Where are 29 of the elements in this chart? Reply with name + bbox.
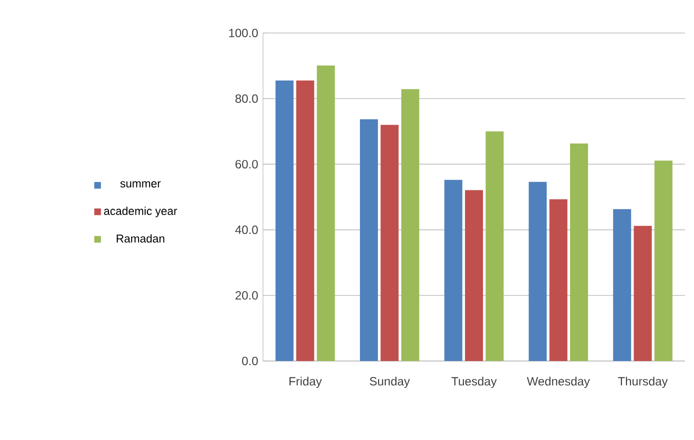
bar: [444, 180, 462, 361]
bar: [634, 226, 652, 361]
bar: [296, 80, 314, 361]
y-tick-label: 100.0: [229, 28, 258, 38]
y-tick-label: 40.0: [235, 226, 258, 234]
bar: [654, 160, 672, 361]
y-tick-label: 0.0: [242, 356, 258, 366]
legend-label: Ramadan: [116, 234, 164, 243]
y-tick-label: 60.0: [236, 160, 258, 168]
legend-label: summer: [120, 181, 161, 188]
bar: [486, 131, 504, 361]
bar: [316, 65, 335, 361]
x-tick-label: Wednesday: [526, 376, 590, 388]
bar: [549, 199, 568, 361]
bar: [528, 182, 547, 361]
x-tick-label: Tuesday: [451, 376, 497, 388]
bar: [570, 144, 588, 361]
x-tick-label: Friday: [290, 376, 322, 388]
x-tick-label: Thursday: [618, 376, 668, 388]
legend-label: academic year: [104, 206, 178, 218]
bar: [276, 80, 294, 361]
bar: [613, 209, 632, 361]
bar: [401, 89, 420, 361]
bar: [360, 119, 378, 361]
y-tick-label: 80.0: [235, 94, 258, 103]
bar: [464, 190, 483, 361]
x-tick-label: Sunday: [370, 376, 410, 388]
bar: [380, 124, 399, 361]
y-tick-label: 20.0: [236, 291, 258, 300]
